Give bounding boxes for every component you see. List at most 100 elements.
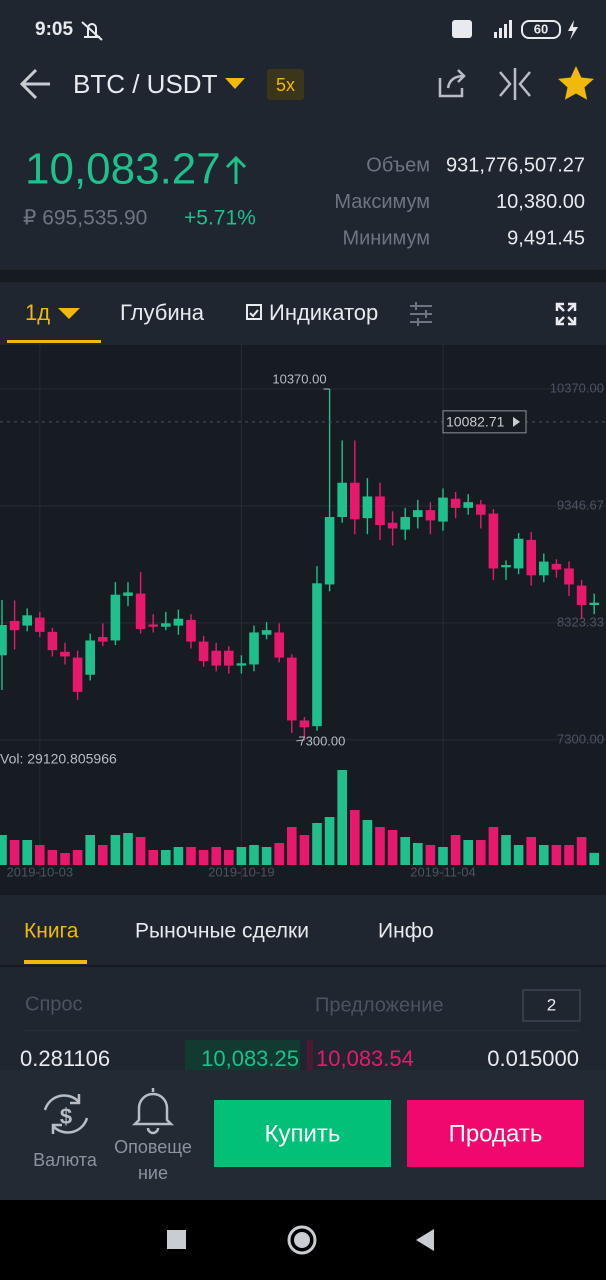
signal-icon [494, 20, 512, 38]
tabs-divider [0, 965, 606, 967]
pair-name[interactable]: BTC / USDT [73, 69, 218, 99]
candle-body [463, 502, 473, 508]
home-button-dot [294, 1232, 310, 1248]
candle-body [312, 583, 322, 727]
high-marker-label: 10370.00 [272, 371, 326, 386]
candle-body [0, 625, 7, 656]
candle-body [501, 565, 511, 568]
favorite-button[interactable] [558, 66, 594, 100]
interval[interactable]: 1д [25, 300, 50, 325]
indicator-tab[interactable]: Индикатор [269, 300, 378, 325]
candle-body [375, 496, 385, 526]
stat-value: 931,776,507.27 [446, 154, 585, 176]
book-panel [0, 895, 606, 1070]
candle-body [526, 539, 536, 576]
price-rub: ₽ 695,535.90 [23, 207, 147, 230]
sell-label[interactable]: Продать [449, 1120, 543, 1147]
clock: 9:05 [35, 19, 73, 40]
currency-label[interactable]: Валюта [33, 1150, 98, 1170]
currency-icon[interactable] [43, 1094, 89, 1134]
candle-body [173, 618, 184, 626]
stat-label: Объем [366, 154, 430, 176]
last-price-arrow [513, 416, 520, 427]
candle-body [123, 592, 133, 596]
settings-button[interactable] [410, 302, 432, 326]
y-tick-label: 10370.00 [550, 380, 604, 395]
candle-body [488, 513, 499, 569]
interval-dropdown[interactable] [58, 308, 80, 319]
tab-underline [7, 340, 101, 343]
back-nav-button[interactable] [416, 1229, 434, 1251]
stat-value: 10,380.00 [496, 191, 585, 213]
divider [0, 270, 606, 282]
candle-body [274, 632, 284, 658]
compare-button[interactable] [499, 68, 531, 100]
candle-body [135, 593, 146, 630]
mute-icon [81, 21, 103, 41]
sell-button[interactable] [407, 1100, 584, 1167]
low-marker-label: 7300.00 [298, 733, 345, 748]
candle-body [425, 510, 436, 521]
trades-tab[interactable]: Рыночные сделки [135, 920, 309, 943]
buy-label[interactable]: Купить [265, 1120, 341, 1147]
candle-body [261, 630, 272, 635]
candle-body [9, 621, 20, 631]
home-button[interactable] [287, 1225, 317, 1255]
stat-label: Максимум [334, 191, 430, 213]
candle-body [72, 657, 83, 692]
alerts-label[interactable]: ние [138, 1163, 168, 1183]
candle-body [211, 650, 221, 666]
depth-tab[interactable]: Глубина [120, 300, 205, 325]
y-tick-label: 7300.00 [557, 731, 604, 746]
pair-dropdown[interactable] [225, 78, 245, 89]
currency-symbol: $ [60, 1104, 72, 1129]
candle-body [47, 631, 58, 651]
candle-body [438, 497, 448, 522]
share-button[interactable] [438, 69, 466, 98]
candle-body [450, 498, 461, 508]
buy-button[interactable] [214, 1100, 391, 1167]
candle-body [400, 517, 410, 530]
recents-button[interactable] [167, 1230, 186, 1249]
candle-body [337, 482, 347, 518]
alerts-icon[interactable] [131, 1088, 175, 1135]
info-tab[interactable]: Инфо [378, 920, 434, 943]
charging-icon [568, 20, 578, 40]
back-button[interactable] [19, 68, 50, 100]
candle-body [236, 663, 247, 666]
precision-select[interactable] [522, 989, 581, 1022]
candle-body [413, 510, 423, 518]
candle-body [362, 496, 373, 519]
candle-body [513, 538, 524, 569]
candle-body [287, 657, 297, 721]
candle-body [161, 623, 171, 627]
ask-depth [307, 1040, 313, 1072]
candle-body [564, 568, 574, 585]
top-panel [0, 0, 606, 270]
book-tab-underline [24, 960, 87, 964]
stat-value: 9,491.45 [507, 227, 585, 249]
candle-body [148, 624, 158, 627]
last-price-box [442, 410, 527, 434]
candle-body [249, 632, 259, 665]
x-tick-label: 2019-10-19 [208, 864, 275, 879]
candle-body [476, 504, 486, 515]
candle-body [576, 585, 587, 606]
candle-body [60, 651, 70, 657]
book-tab[interactable]: Книга [24, 920, 79, 943]
candle-body [387, 522, 398, 529]
ask-header: Предложение [315, 994, 444, 1016]
candle-body [224, 650, 234, 666]
candle-body [539, 561, 549, 576]
candle-body [299, 720, 310, 728]
candle-body [22, 615, 32, 626]
precision[interactable]: 2 [547, 995, 556, 1014]
alerts-label[interactable]: Оповеще [114, 1137, 192, 1157]
fullscreen-button[interactable] [555, 302, 577, 326]
indicator-icon [246, 304, 262, 320]
candle-body [85, 640, 95, 675]
candle-body [551, 563, 562, 570]
candle-body [198, 641, 209, 662]
candle-body [324, 517, 335, 585]
